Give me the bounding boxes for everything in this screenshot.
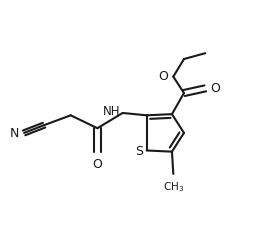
Text: O: O (210, 82, 220, 95)
Text: NH: NH (103, 105, 120, 118)
Text: S: S (135, 145, 143, 158)
Text: CH$_3$: CH$_3$ (163, 180, 184, 194)
Text: N: N (10, 127, 19, 140)
Text: O: O (159, 70, 169, 83)
Text: O: O (92, 157, 102, 170)
